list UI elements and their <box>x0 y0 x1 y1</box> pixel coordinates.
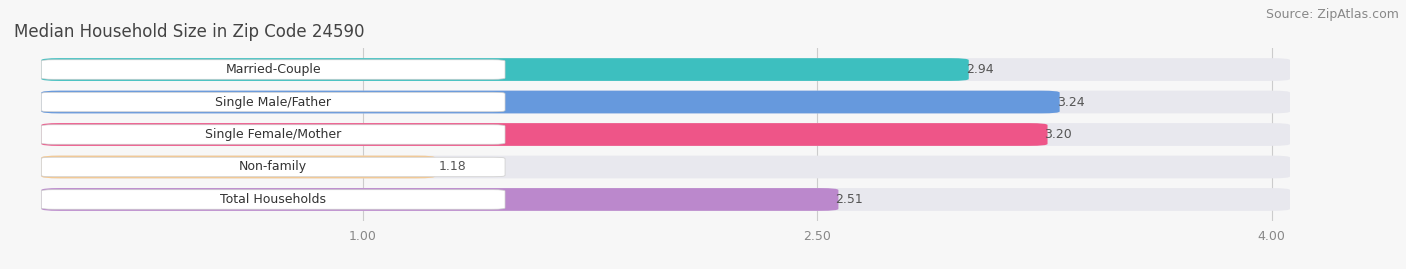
FancyBboxPatch shape <box>41 188 1289 211</box>
FancyBboxPatch shape <box>41 123 1289 146</box>
FancyBboxPatch shape <box>41 157 505 177</box>
FancyBboxPatch shape <box>41 190 505 209</box>
FancyBboxPatch shape <box>41 155 436 178</box>
Text: Median Household Size in Zip Code 24590: Median Household Size in Zip Code 24590 <box>14 23 364 41</box>
Text: 3.24: 3.24 <box>1057 95 1084 108</box>
Text: Single Male/Father: Single Male/Father <box>215 95 332 108</box>
FancyBboxPatch shape <box>41 91 1289 114</box>
FancyBboxPatch shape <box>41 91 1060 114</box>
FancyBboxPatch shape <box>41 188 838 211</box>
Text: 2.51: 2.51 <box>835 193 863 206</box>
FancyBboxPatch shape <box>41 58 969 81</box>
Text: 3.20: 3.20 <box>1045 128 1073 141</box>
Text: 1.18: 1.18 <box>439 161 467 174</box>
Text: Non-family: Non-family <box>239 161 308 174</box>
FancyBboxPatch shape <box>41 125 505 144</box>
Text: Total Households: Total Households <box>221 193 326 206</box>
FancyBboxPatch shape <box>41 58 1289 81</box>
FancyBboxPatch shape <box>41 60 505 79</box>
FancyBboxPatch shape <box>41 92 505 112</box>
Text: Single Female/Mother: Single Female/Mother <box>205 128 342 141</box>
Text: Married-Couple: Married-Couple <box>225 63 321 76</box>
FancyBboxPatch shape <box>41 155 1289 178</box>
FancyBboxPatch shape <box>41 123 1047 146</box>
Text: Source: ZipAtlas.com: Source: ZipAtlas.com <box>1265 8 1399 21</box>
Text: 2.94: 2.94 <box>966 63 993 76</box>
